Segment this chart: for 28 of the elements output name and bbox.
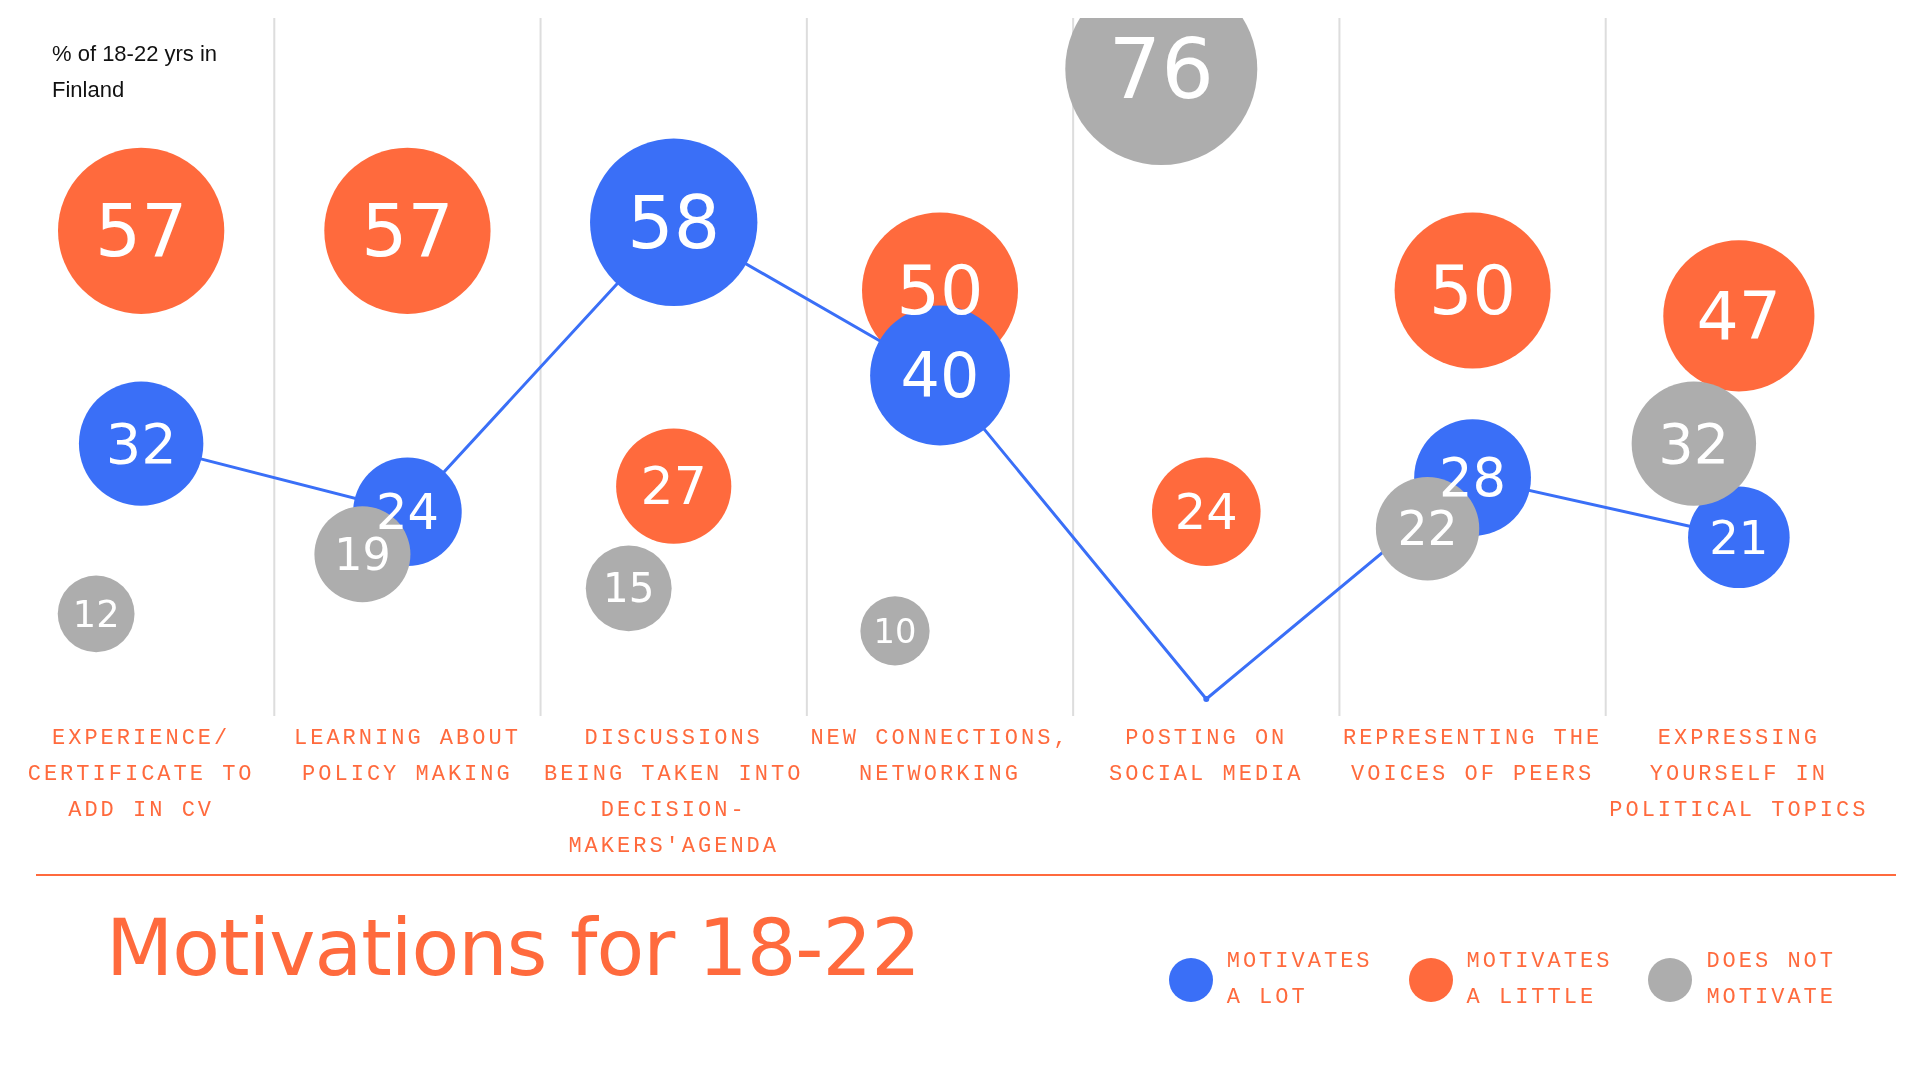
data-label: 50 xyxy=(896,251,984,331)
data-label: 47 xyxy=(1696,277,1782,356)
x-tick-label: NEW CONNECTIONS, NETWORKING xyxy=(810,726,1070,787)
data-label: 57 xyxy=(361,189,454,274)
data-label: 10 xyxy=(873,611,917,651)
x-tick-label: REPRESENTING THE VOICES OF PEERS xyxy=(1342,726,1603,787)
data-label: 57 xyxy=(95,189,188,274)
data-label: 21 xyxy=(1709,510,1769,565)
legend-label: MOTIVATES A LITTLE xyxy=(1466,948,1613,1012)
data-label: 24 xyxy=(1174,483,1238,542)
legend-label: DOES NOT MOTIVATE xyxy=(1706,948,1836,1012)
data-label: 27 xyxy=(640,456,707,517)
x-tick-label: DISCUSSIONS BEING TAKEN INTO DECISION-MAKERS'AGENDA xyxy=(544,726,804,859)
data-label: 50 xyxy=(1429,251,1517,331)
data-label: 32 xyxy=(1658,411,1730,477)
x-tick-label: POSTING ON SOCIAL MEDIA xyxy=(1109,726,1304,787)
x-tick-label: LEARNING ABOUT POLICY MAKING xyxy=(294,726,521,787)
text: Motivations for 18-22 xyxy=(106,903,920,993)
legend-label: MOTIVATES A LOT xyxy=(1226,948,1373,1012)
data-label: 32 xyxy=(105,411,177,477)
annotation: % of 18-22 yrs in Finland xyxy=(52,40,219,104)
data-label: 76 xyxy=(1108,21,1214,119)
data-label: 15 xyxy=(603,565,655,613)
x-tick-label: EXPERIENCE/ CERTIFICATE TO ADD IN CV xyxy=(27,726,255,823)
x-tick-label: EXPRESSING YOURSELF IN POLITICAL TOPICS xyxy=(1609,726,1869,823)
data-label: 40 xyxy=(900,340,980,413)
data-label: 58 xyxy=(627,179,721,265)
data-label: 12 xyxy=(72,592,120,636)
